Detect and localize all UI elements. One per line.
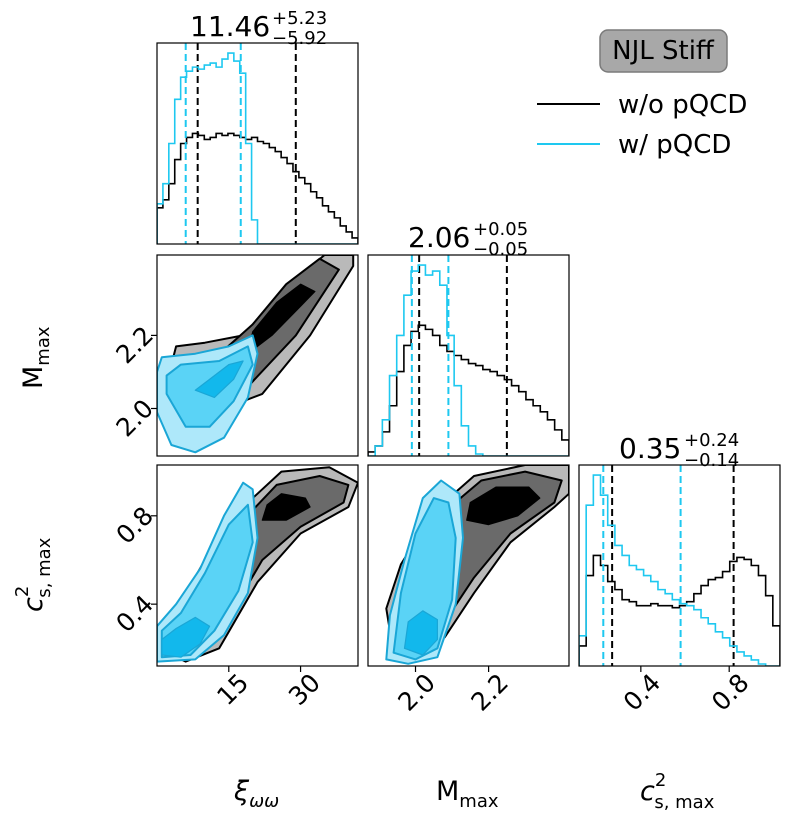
- contour-w-level-2-Mmax-cs2max: [403, 610, 438, 656]
- xlabel-cs2-sub: s, max: [654, 792, 714, 813]
- contour-inner-1: [157, 466, 358, 663]
- contour-inner-0: [157, 255, 355, 454]
- hist-frame-Mmax: [367, 254, 570, 457]
- xlabel-xi-main: ξ: [233, 776, 250, 807]
- xlabel-cs2-sup: 2: [655, 770, 666, 791]
- hist-step-w-Mmax: [368, 264, 569, 456]
- legend-label-w: w/ pQCD: [618, 130, 731, 160]
- contour-w-level-1-Mmax-cs2max: [392, 497, 457, 661]
- contour-w-level-2-xi-cs2max: [161, 616, 211, 658]
- title-mmax-plus: +0.05: [473, 219, 528, 240]
- badge-box: [599, 29, 728, 73]
- contour-wo-level-2-Mmax-cs2max: [466, 486, 541, 526]
- contour-panel-xi-cs2max: [156, 464, 359, 667]
- title-mmax-value: 2.06: [408, 221, 470, 254]
- title-cs2-minus: −0.14: [684, 450, 739, 471]
- hist-inner-xi: [157, 43, 358, 244]
- xtick-label-cs2max-1: 0.8: [706, 668, 755, 717]
- ylabel-cs2-group: c2s, max: [12, 537, 55, 612]
- contour-frame-0: [156, 254, 359, 457]
- title-xi-value: 11.46: [190, 10, 270, 43]
- contour-frame-1: [156, 464, 359, 667]
- title-mmax-minus: −0.05: [473, 239, 528, 260]
- xlabel-cs2: c2 s, max: [640, 770, 715, 813]
- hist-frame-xi: [156, 42, 359, 245]
- xtick-label-Mmax-1: 2.2: [465, 668, 514, 717]
- xlabel-mmax: Mmax: [436, 776, 499, 812]
- hist-inner-Mmax: [368, 255, 569, 456]
- title-xi-minus: −5.92: [272, 28, 327, 49]
- ylabel-mmax: Mmax: [18, 326, 54, 389]
- legend-label-wo: w/o pQCD: [618, 90, 747, 120]
- hist-step-w-xi: [157, 52, 358, 244]
- xtick-label-xi-0: 15: [211, 668, 254, 711]
- hist-step-wo-Mmax: [368, 324, 569, 456]
- hist-step-wo-xi: [157, 132, 358, 244]
- title-cs2-value: 0.35: [619, 432, 681, 465]
- contour-panel-xi-Mmax: [156, 254, 359, 457]
- hist-step-wo-cs2max: [579, 554, 780, 666]
- hist-panel-Mmax: [367, 254, 570, 457]
- hist-step-w-cs2max: [579, 474, 780, 666]
- hist-inner-cs2max: [579, 465, 780, 666]
- xlabel-mmax-sub: max: [459, 791, 499, 812]
- badge-label: NJL Stiff: [612, 36, 715, 66]
- ylabel-cs2-sub: s, max: [34, 537, 55, 597]
- contour-wo-level-2-xi-cs2max: [261, 493, 311, 521]
- ylabel-mmax-sub: max: [33, 326, 54, 366]
- ylabel-cs2: c2s, max: [12, 537, 55, 612]
- hist-panel-cs2max: [578, 464, 781, 667]
- contour-frame-2: [367, 464, 570, 667]
- ytick-label-cs2max-0: 0.4: [110, 589, 159, 638]
- xlabel-xi: ξωω: [233, 776, 279, 812]
- title-xi-plus: +5.23: [272, 8, 327, 29]
- ytick-label-Mmax-0: 2.0: [110, 394, 159, 443]
- ytick-label-cs2max-1: 0.8: [110, 501, 159, 550]
- title-cs2-plus: +0.24: [684, 430, 739, 451]
- contour-inner-2: [385, 465, 569, 665]
- xlabel-xi-sub: ωω: [249, 791, 279, 812]
- hist-panel-xi: [156, 42, 359, 245]
- ylabel-cs2-sup: 2: [12, 586, 33, 597]
- contour-wo-level-2-xi-Mmax: [247, 283, 316, 355]
- xtick-label-Mmax-0: 2.0: [392, 668, 441, 717]
- xtick-label-xi-1: 30: [283, 668, 326, 711]
- title-cs2: 0.35: [619, 432, 681, 465]
- xlabel-cs2-main: c: [640, 776, 655, 807]
- ytick-label-Mmax-1: 2.2: [110, 321, 159, 370]
- ylabel-mmax-group: Mmax: [18, 326, 54, 389]
- ylabel-cs2-main: c: [18, 597, 49, 612]
- title-xi: 11.46: [190, 10, 270, 43]
- ylabel-mmax-main: M: [18, 366, 49, 389]
- hist-frame-cs2max: [578, 464, 781, 667]
- title-mmax: 2.06: [408, 221, 470, 254]
- contour-w-level-1-xi-cs2max: [160, 503, 254, 659]
- panels-layer: 15 30 2.0 2.2 0.4 0.8 2.0 2.2 0.4 0.8: [110, 42, 781, 717]
- contour-w-level-2-xi-Mmax: [194, 360, 244, 399]
- xtick-label-cs2max-0: 0.4: [618, 668, 667, 717]
- contour-panel-Mmax-cs2max: [367, 464, 570, 667]
- xlabel-mmax-main: M: [436, 776, 459, 807]
